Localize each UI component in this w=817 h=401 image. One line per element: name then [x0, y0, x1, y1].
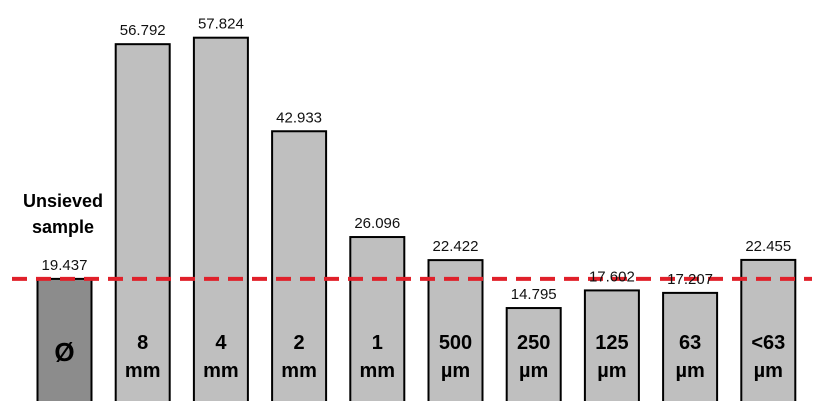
bar-2	[192, 36, 249, 401]
bar-4	[349, 236, 406, 401]
bar-0	[36, 277, 93, 401]
value-label-3: 42.933	[276, 109, 322, 126]
value-label-7: 17.602	[589, 268, 635, 285]
category-label-4-line-1: mm	[360, 360, 396, 382]
bar-6	[505, 307, 562, 401]
bar-5	[427, 259, 484, 401]
value-label-8: 17.207	[667, 271, 713, 288]
bar-8	[662, 291, 719, 401]
category-label-9-line-0: <63	[751, 332, 785, 354]
annotation-line-2: sample	[32, 217, 94, 237]
value-label-0: 19.437	[42, 257, 88, 274]
category-label-1-line-0: 8	[137, 332, 148, 354]
value-label-1: 56.792	[120, 22, 166, 39]
category-label-1-line-1: mm	[125, 360, 161, 382]
category-label-6-line-0: 250	[517, 332, 550, 354]
unsieved-sample-annotation: Unsieved sample	[23, 191, 103, 237]
category-label-0: Ø	[54, 337, 74, 367]
category-label-5-line-0: 500	[439, 332, 472, 354]
bar-9	[740, 258, 797, 401]
category-label-8-line-0: 63	[679, 332, 701, 354]
bars-group	[36, 36, 797, 401]
annotation-line-1: Unsieved	[23, 191, 103, 211]
category-label-4-line-0: 1	[372, 332, 383, 354]
bar-7	[583, 289, 640, 401]
category-label-5-line-1: µm	[441, 360, 470, 382]
category-label-7-line-0: 125	[595, 332, 628, 354]
value-label-4: 26.096	[354, 215, 400, 232]
category-label-9-line-1: µm	[754, 360, 783, 382]
labels-group: 19.437 Ø 56.792 8 mm 57.824 4 mm 42.933 2 mm 26.096…	[42, 16, 792, 382]
value-label-9: 22.455	[745, 238, 791, 255]
value-label-6: 14.795	[511, 286, 557, 303]
category-label-2-line-0: 4	[215, 332, 227, 354]
category-label-3-line-0: 2	[294, 332, 305, 354]
bar-1	[114, 43, 171, 401]
value-label-2: 57.824	[198, 16, 244, 33]
category-label-3-line-1: mm	[281, 360, 317, 382]
bar-3	[271, 130, 328, 401]
value-label-5: 22.422	[433, 238, 479, 255]
category-label-6-line-1: µm	[519, 360, 548, 382]
category-label-7-line-1: µm	[597, 360, 626, 382]
category-label-8-line-1: µm	[675, 360, 704, 382]
category-label-2-line-1: mm	[203, 360, 239, 382]
